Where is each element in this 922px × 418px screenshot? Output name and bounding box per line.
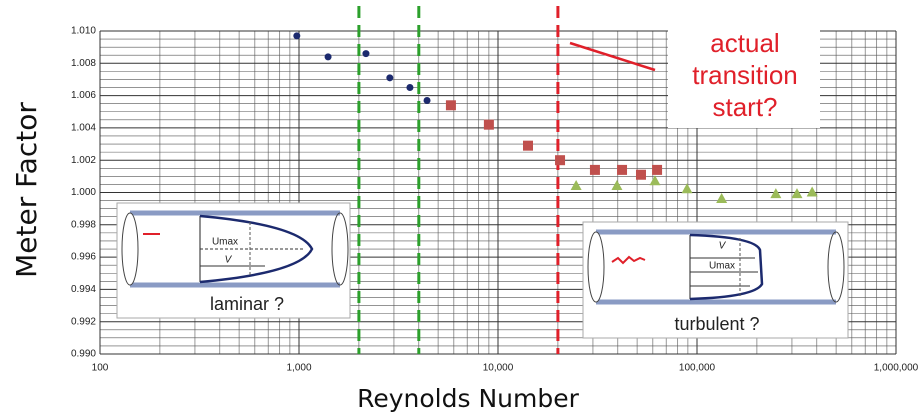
point <box>589 164 600 175</box>
annotation-text: start? <box>712 92 777 122</box>
annotation-text: actual <box>710 28 779 58</box>
y-tick-label: 1.006 <box>71 90 96 101</box>
point <box>635 169 646 180</box>
pipe-wall <box>130 210 340 288</box>
y-axis-title: Meter Factor <box>10 102 43 278</box>
point <box>791 188 803 199</box>
annotation-box <box>668 28 820 128</box>
umax-label: Umax <box>212 237 238 248</box>
point <box>617 164 628 175</box>
x-tick-label: 100 <box>92 363 109 374</box>
point <box>523 140 534 151</box>
point <box>681 183 693 194</box>
x-tick-label: 1,000 <box>286 363 311 374</box>
pipe-wall <box>596 229 836 305</box>
y-tick-label: 0.996 <box>71 252 96 263</box>
point <box>611 180 623 191</box>
profile <box>689 233 764 301</box>
point <box>406 84 414 92</box>
v-label: V <box>225 255 233 266</box>
point <box>652 164 663 175</box>
point <box>324 53 332 61</box>
point <box>770 188 782 199</box>
y-tick-label: 0.992 <box>71 316 96 327</box>
x-tick-label: 1,000,000 <box>874 363 919 374</box>
pipe-end <box>121 212 139 286</box>
streak <box>611 255 646 265</box>
inset-label: laminar ? <box>210 294 284 314</box>
y-tick-label: 1.004 <box>71 123 96 134</box>
point <box>362 50 370 58</box>
point <box>445 100 456 111</box>
pipe-end <box>827 231 845 303</box>
point <box>293 32 301 40</box>
point <box>570 180 582 191</box>
annotation-pointer <box>569 41 656 72</box>
x-axis-title: Reynolds Number <box>357 384 579 413</box>
laminar-inset: Umax V laminar ? <box>116 202 351 319</box>
y-tick-label: 0.998 <box>71 219 96 230</box>
x-tick-label: 10,000 <box>483 363 514 374</box>
point <box>386 74 394 82</box>
y-tick-label: 1.010 <box>71 26 96 37</box>
pipe-end <box>587 231 605 303</box>
inset-label: turbulent ? <box>674 314 759 334</box>
y-tick-label: 1.008 <box>71 58 96 69</box>
profile <box>199 214 314 284</box>
inset-frame <box>116 202 351 319</box>
plot <box>293 6 818 354</box>
y-tick-label: 1.000 <box>71 187 96 198</box>
inset-frame <box>582 221 849 339</box>
v-label: V <box>719 241 727 252</box>
point <box>806 186 818 197</box>
y-tick-label: 0.990 <box>71 349 96 360</box>
y-tick-label: 1.002 <box>71 155 96 166</box>
turbulent-inset: V Umax turbulent ? <box>582 221 849 339</box>
point <box>649 175 661 186</box>
point <box>483 119 494 130</box>
annotation-text: transition <box>692 60 798 90</box>
point <box>423 96 431 104</box>
point <box>555 155 566 166</box>
pipe-end <box>331 212 349 286</box>
umax-label: Umax <box>709 261 735 272</box>
x-tick-label: 100,000 <box>679 363 716 374</box>
y-tick-label: 0.994 <box>71 284 96 295</box>
point <box>716 192 728 203</box>
